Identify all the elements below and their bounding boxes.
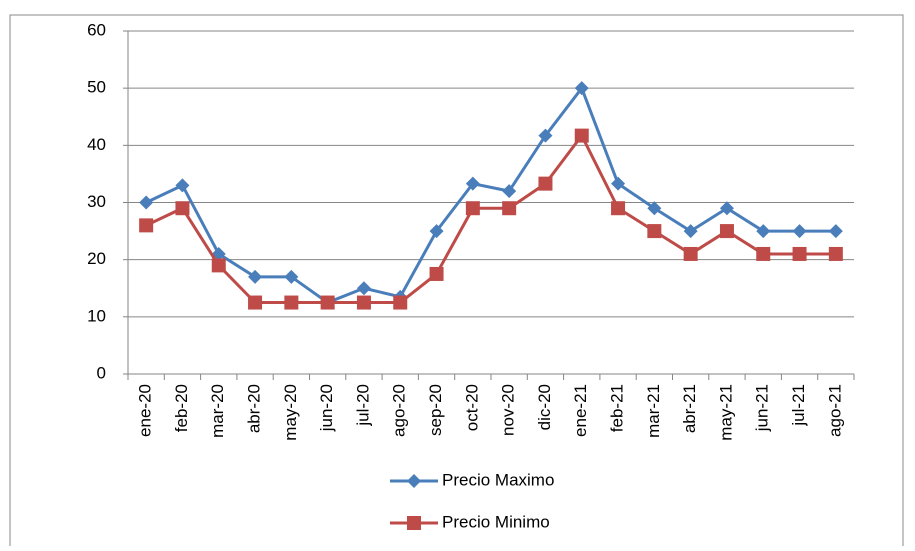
x-tick-label: ago-20: [390, 384, 409, 437]
data-point: [393, 295, 408, 310]
y-tick-label: 10: [87, 306, 106, 325]
x-tick-label: dic-20: [535, 384, 554, 430]
data-point: [211, 246, 226, 261]
data-point: [248, 295, 263, 310]
x-tick-label: jun-21: [753, 384, 772, 432]
data-point: [284, 295, 299, 310]
data-point: [465, 201, 480, 216]
x-tick-label: feb-21: [608, 384, 627, 432]
x-tick-label: nov-20: [499, 384, 518, 436]
data-point: [356, 295, 371, 310]
data-point: [719, 201, 734, 216]
data-point: [248, 269, 263, 284]
data-point: [611, 201, 626, 216]
data-point: [211, 258, 226, 273]
x-tick-label: ene-21: [571, 384, 590, 437]
data-point: [719, 224, 734, 239]
x-tick-label: feb-20: [172, 384, 191, 432]
x-tick-label: may-21: [716, 384, 735, 441]
data-point: [683, 224, 698, 239]
x-tick-label: abr-20: [245, 384, 264, 433]
data-point: [538, 128, 553, 143]
legend-marker: [407, 516, 421, 530]
x-tick-label: mar-20: [208, 384, 227, 438]
data-point: [574, 81, 589, 96]
y-tick-label: 50: [87, 78, 106, 97]
data-point: [828, 246, 843, 261]
x-tick-label: jun-20: [317, 384, 336, 432]
data-point: [429, 224, 444, 239]
chart-frame: [9, 14, 904, 551]
data-point: [175, 201, 190, 216]
x-tick-label: may-20: [281, 384, 300, 441]
y-tick-label: 0: [97, 363, 106, 382]
x-tick-label: sep-20: [426, 384, 445, 436]
data-point: [611, 176, 626, 191]
legend-label: Precio Minimo: [442, 512, 550, 531]
x-tick-label: jul-20: [353, 384, 372, 427]
y-tick-label: 40: [87, 135, 106, 154]
data-point: [792, 246, 807, 261]
data-point: [828, 224, 843, 239]
data-point: [756, 224, 771, 239]
data-point: [538, 176, 553, 191]
data-point: [139, 218, 154, 233]
legend-label: Precio Maximo: [442, 470, 554, 489]
data-point: [756, 246, 771, 261]
data-point: [139, 195, 154, 210]
data-point: [647, 201, 662, 216]
y-tick-label: 60: [87, 20, 106, 39]
x-tick-label: oct-20: [462, 384, 481, 431]
data-point: [683, 246, 698, 261]
data-point: [284, 269, 299, 284]
data-point: [647, 224, 662, 239]
legend-marker: [407, 474, 421, 488]
data-point: [574, 128, 589, 143]
data-point: [429, 266, 444, 281]
x-tick-label: jul-21: [789, 384, 808, 427]
x-tick-label: ago-21: [825, 384, 844, 437]
data-point: [356, 281, 371, 296]
data-point: [502, 201, 517, 216]
data-point: [175, 178, 190, 193]
x-tick-label: ene-20: [136, 384, 155, 437]
data-point: [792, 224, 807, 239]
data-point: [465, 176, 480, 191]
x-tick-label: abr-21: [680, 384, 699, 433]
data-point: [320, 295, 335, 310]
data-point: [502, 184, 517, 199]
x-tick-label: mar-21: [644, 384, 663, 438]
y-tick-label: 20: [87, 249, 106, 268]
y-tick-label: 30: [87, 192, 106, 211]
